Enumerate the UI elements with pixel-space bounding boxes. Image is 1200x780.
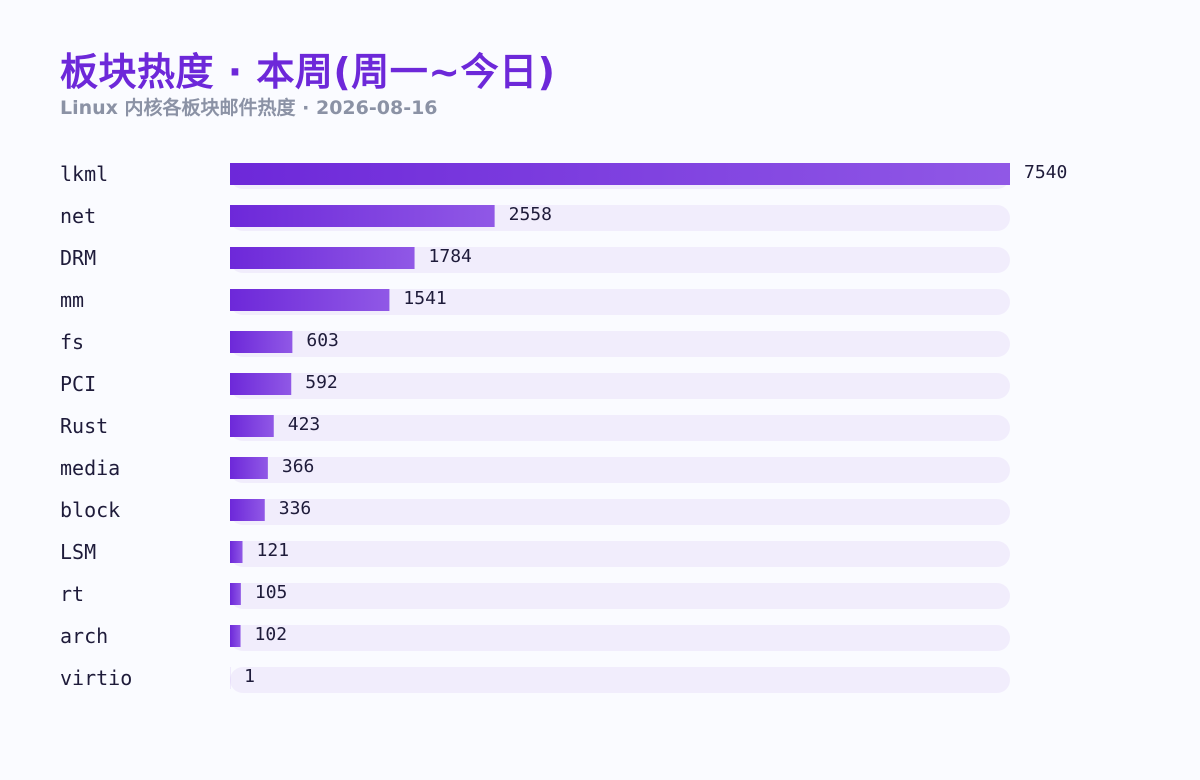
bar bbox=[230, 289, 390, 311]
chart-subtitle: Linux 内核各板块邮件热度 · 2026-08-16 bbox=[60, 97, 438, 119]
bar-track bbox=[230, 583, 1010, 609]
bar-row-lkml: lkml 7540 bbox=[60, 162, 1067, 189]
bar bbox=[230, 205, 495, 227]
chart-title: 板块热度 · 本周(周一~今日) bbox=[60, 50, 556, 94]
bar-track bbox=[230, 373, 1010, 399]
value-label: 592 bbox=[305, 372, 338, 393]
bar-track bbox=[230, 625, 1010, 651]
bar-row-fs: fs 603 bbox=[60, 330, 1010, 357]
category-label: arch bbox=[60, 624, 108, 648]
value-label: 603 bbox=[306, 330, 339, 351]
category-label: mm bbox=[60, 288, 84, 312]
bar bbox=[230, 499, 265, 521]
value-label: 366 bbox=[282, 456, 315, 477]
bar bbox=[230, 373, 292, 395]
category-label: lkml bbox=[60, 162, 108, 186]
category-label: fs bbox=[60, 330, 84, 354]
category-label: media bbox=[60, 456, 120, 480]
value-label: 121 bbox=[257, 540, 290, 561]
bar-row-media: media 366 bbox=[60, 456, 1010, 483]
bar-row-net: net 2558 bbox=[60, 204, 1010, 231]
value-label: 1784 bbox=[429, 246, 472, 267]
bar-track bbox=[230, 541, 1010, 567]
bar-row-block: block 336 bbox=[60, 498, 1010, 525]
bar-rows: lkml 7540 net 2558 DRM 1784 mm 1541 fs 603 PCI 592 R… bbox=[60, 162, 1067, 693]
bar bbox=[230, 415, 274, 437]
bar-track bbox=[230, 331, 1010, 357]
bar-track bbox=[230, 499, 1010, 525]
category-label: rt bbox=[60, 582, 84, 606]
bar-row-arch: arch 102 bbox=[60, 624, 1010, 651]
bar bbox=[230, 457, 268, 479]
bar-row-rust: Rust 423 bbox=[60, 414, 1010, 441]
bar-row-mm: mm 1541 bbox=[60, 288, 1010, 315]
bar-row-virtio: virtio 1 bbox=[60, 666, 1010, 693]
bar bbox=[230, 625, 241, 647]
bar-row-rt: rt 105 bbox=[60, 582, 1010, 609]
bar-row-pci: PCI 592 bbox=[60, 372, 1010, 399]
bar-row-drm: DRM 1784 bbox=[60, 246, 1010, 273]
bar-track bbox=[230, 457, 1010, 483]
bar bbox=[230, 541, 243, 563]
bar-track bbox=[230, 667, 1010, 693]
value-label: 1 bbox=[244, 666, 255, 687]
value-label: 7540 bbox=[1024, 162, 1067, 183]
bar-track bbox=[230, 247, 1010, 273]
category-label: block bbox=[60, 498, 120, 522]
bar bbox=[230, 331, 293, 353]
value-label: 105 bbox=[255, 582, 288, 603]
bar-track bbox=[230, 415, 1010, 441]
category-label: PCI bbox=[60, 372, 96, 396]
value-label: 423 bbox=[288, 414, 321, 435]
bar bbox=[230, 583, 241, 605]
bar bbox=[230, 163, 1010, 185]
category-label: net bbox=[60, 204, 96, 228]
bar bbox=[230, 247, 415, 269]
bar-track bbox=[230, 289, 1010, 315]
category-label: DRM bbox=[60, 246, 96, 270]
value-label: 102 bbox=[255, 624, 288, 645]
category-label: LSM bbox=[60, 540, 96, 564]
category-label: virtio bbox=[60, 666, 132, 690]
category-label: Rust bbox=[60, 414, 108, 438]
value-label: 2558 bbox=[509, 204, 552, 225]
value-label: 336 bbox=[279, 498, 312, 519]
value-label: 1541 bbox=[403, 288, 446, 309]
bar-row-lsm: LSM 121 bbox=[60, 540, 1010, 567]
